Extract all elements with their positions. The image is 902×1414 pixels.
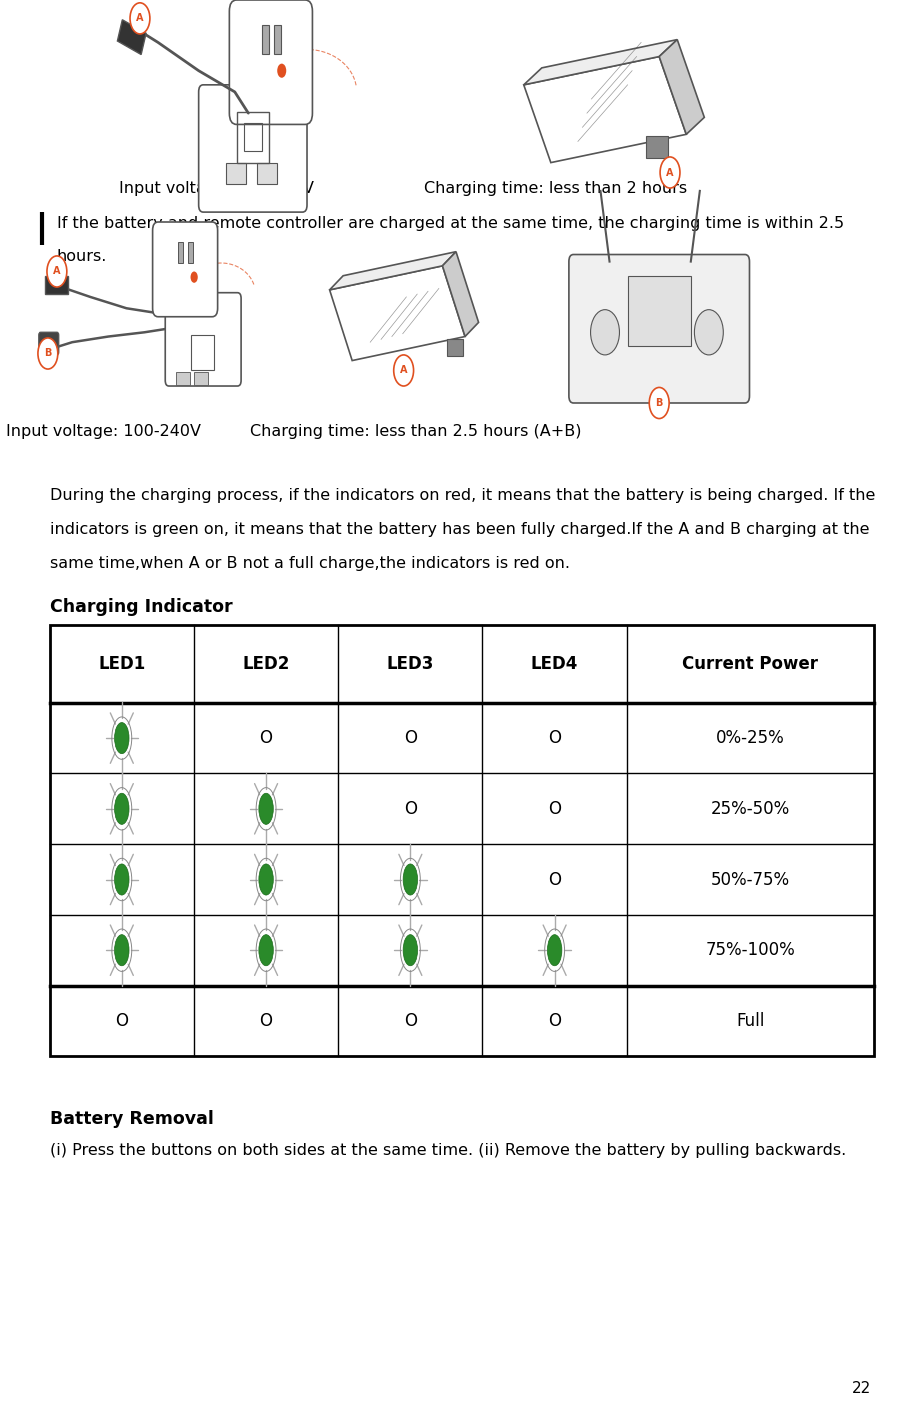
Text: O: O — [548, 871, 560, 888]
Bar — [236, 112, 269, 163]
FancyBboxPatch shape — [39, 332, 59, 355]
Polygon shape — [329, 266, 465, 361]
Text: Full: Full — [735, 1012, 764, 1029]
Text: LED4: LED4 — [530, 655, 577, 673]
Circle shape — [659, 157, 679, 188]
Text: LED2: LED2 — [242, 655, 290, 673]
Ellipse shape — [402, 935, 417, 966]
FancyBboxPatch shape — [568, 255, 749, 403]
Circle shape — [694, 310, 723, 355]
Text: O: O — [259, 1012, 272, 1029]
Bar — [645, 136, 667, 158]
Bar — [45, 276, 68, 294]
Bar — [117, 20, 146, 55]
Text: hours.: hours. — [57, 249, 107, 264]
Text: Charging time: less than 2 hours: Charging time: less than 2 hours — [423, 181, 686, 197]
Text: Charging Indicator: Charging Indicator — [50, 598, 232, 617]
Bar — [273, 25, 281, 54]
Bar — [446, 339, 463, 356]
Circle shape — [190, 271, 198, 283]
Text: Input voltage: 100-240V: Input voltage: 100-240V — [119, 181, 314, 197]
Bar — [226, 163, 245, 184]
Circle shape — [130, 3, 150, 34]
FancyBboxPatch shape — [165, 293, 241, 386]
Polygon shape — [523, 57, 686, 163]
Text: 0%-25%: 0%-25% — [715, 730, 784, 747]
Ellipse shape — [115, 793, 129, 824]
Bar — [176, 372, 189, 385]
Circle shape — [590, 310, 619, 355]
Text: Current Power: Current Power — [682, 655, 817, 673]
Ellipse shape — [115, 864, 129, 895]
Text: 25%-50%: 25%-50% — [710, 800, 789, 817]
Ellipse shape — [402, 864, 417, 895]
Ellipse shape — [259, 793, 273, 824]
Text: 75%-100%: 75%-100% — [704, 942, 795, 959]
Text: During the charging process, if the indicators on red, it means that the battery: During the charging process, if the indi… — [50, 488, 874, 503]
Ellipse shape — [259, 935, 273, 966]
Polygon shape — [658, 40, 704, 134]
Circle shape — [393, 355, 413, 386]
Text: Input voltage: 100-240V: Input voltage: 100-240V — [6, 424, 201, 440]
Bar — [257, 163, 277, 184]
Ellipse shape — [547, 935, 561, 966]
Text: A: A — [666, 167, 673, 178]
Bar — [627, 276, 690, 346]
Bar — [194, 372, 207, 385]
Bar — [262, 25, 269, 54]
Circle shape — [47, 256, 67, 287]
Ellipse shape — [115, 935, 129, 966]
Bar — [188, 242, 193, 263]
Text: Charging time: less than 2.5 hours (A+B): Charging time: less than 2.5 hours (A+B) — [249, 424, 581, 440]
Bar — [50, 625, 873, 1056]
Bar — [190, 335, 214, 370]
Bar — [178, 242, 183, 263]
Text: LED1: LED1 — [98, 655, 145, 673]
Polygon shape — [442, 252, 478, 337]
Text: If the battery and remote controller are charged at the same time, the charging : If the battery and remote controller are… — [57, 216, 843, 232]
Polygon shape — [329, 252, 456, 290]
Text: O: O — [259, 730, 272, 747]
Text: 50%-75%: 50%-75% — [710, 871, 789, 888]
Text: O: O — [548, 1012, 560, 1029]
Text: (i) Press the buttons on both sides at the same time. (ii) Remove the battery by: (i) Press the buttons on both sides at t… — [50, 1143, 845, 1158]
FancyBboxPatch shape — [198, 85, 307, 212]
Text: same time,when A or B not a full charge,the indicators is red on.: same time,when A or B not a full charge,… — [50, 556, 569, 571]
Text: B: B — [44, 348, 51, 359]
Ellipse shape — [115, 723, 129, 754]
Text: indicators is green on, it means that the battery has been fully charged.If the : indicators is green on, it means that th… — [50, 522, 869, 537]
Text: O: O — [548, 800, 560, 817]
Polygon shape — [523, 40, 676, 85]
Text: O: O — [115, 1012, 128, 1029]
Text: 22: 22 — [851, 1380, 870, 1396]
Bar — [244, 123, 262, 151]
Text: Battery Removal: Battery Removal — [50, 1110, 213, 1128]
Bar — [50, 625, 873, 1056]
Text: A: A — [136, 13, 143, 24]
Text: B: B — [655, 397, 662, 409]
Text: O: O — [403, 730, 417, 747]
FancyBboxPatch shape — [229, 0, 312, 124]
Text: A: A — [53, 266, 60, 277]
Text: A: A — [400, 365, 407, 376]
Circle shape — [38, 338, 58, 369]
Text: O: O — [403, 1012, 417, 1029]
FancyBboxPatch shape — [152, 222, 217, 317]
Circle shape — [277, 64, 286, 78]
Circle shape — [649, 387, 668, 419]
Text: O: O — [548, 730, 560, 747]
Text: LED3: LED3 — [386, 655, 434, 673]
Ellipse shape — [259, 864, 273, 895]
Text: O: O — [403, 800, 417, 817]
